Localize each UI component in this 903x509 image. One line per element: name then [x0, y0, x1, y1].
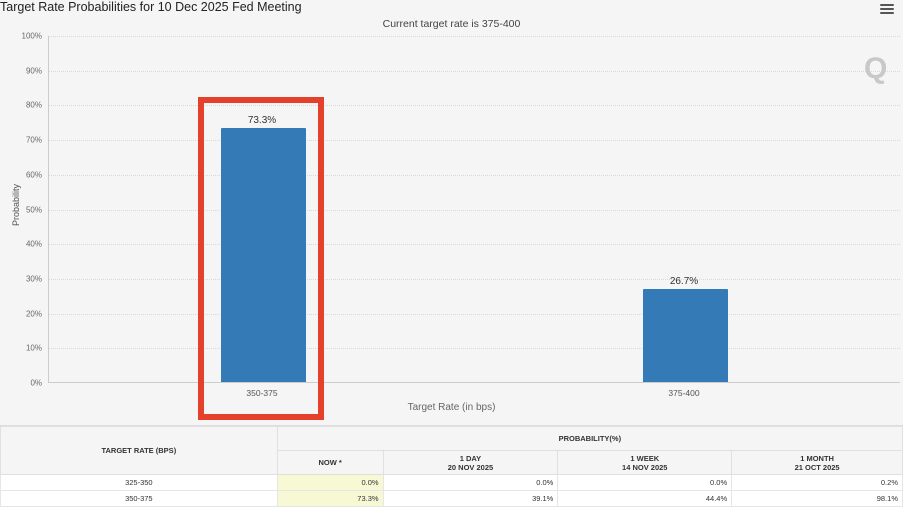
gridline	[49, 209, 900, 211]
y-tick-label: 80%	[25, 100, 42, 110]
probability-column-header: PROBABILITY(%)	[276, 426, 903, 451]
bar-value-label: 26.7%	[669, 276, 699, 288]
table-row: 325-350 0.0% 0.0% 0.0% 0.2%	[0, 474, 903, 491]
gridline	[49, 348, 900, 350]
period-label: NOW *	[318, 458, 342, 467]
rate-cell: 350-375	[0, 490, 278, 507]
gridline	[49, 313, 900, 315]
y-tick-label: 60%	[25, 170, 42, 180]
probability-cell: 0.0%	[557, 474, 733, 491]
x-tick-label: 375-400	[668, 388, 700, 398]
rate-cell: 325-350	[0, 474, 278, 491]
chart-title: Target Rate Probabilities for 10 Dec 202…	[0, 0, 302, 14]
bar-value-label: 73.3%	[247, 114, 277, 126]
gridline	[49, 70, 900, 72]
period-label: 1 DAY	[459, 453, 482, 463]
y-tick-label: 100%	[21, 31, 42, 41]
y-tick-label: 30%	[25, 274, 42, 284]
y-tick-label: 10%	[25, 343, 42, 353]
y-tick-label: 70%	[25, 135, 42, 145]
highlight-box	[198, 97, 324, 420]
probability-cell: 0.0%	[276, 474, 384, 491]
y-tick-label: 20%	[25, 309, 42, 319]
probability-cell: 0.0%	[382, 474, 559, 491]
probability-cell: 39.1%	[382, 490, 559, 507]
gridline	[49, 278, 900, 280]
period-label: 1 WEEK	[630, 453, 660, 463]
period-column-header: 1 WEEK 14 NOV 2025	[557, 450, 733, 475]
bar-350-375[interactable]	[220, 127, 306, 382]
gridline	[49, 140, 900, 142]
y-tick-label: 90%	[25, 66, 42, 76]
period-column-header: 1 DAY 20 NOV 2025	[382, 450, 559, 475]
gridline	[49, 174, 900, 176]
bar-375-400[interactable]	[642, 289, 728, 382]
chart-subtitle: Current target rate is 375-400	[382, 18, 521, 30]
gridline	[49, 36, 900, 37]
table-row: 350-375 73.3% 39.1% 44.4% 98.1%	[0, 490, 903, 507]
y-tick-label: 50%	[25, 205, 42, 214]
probability-cell: 0.2%	[731, 474, 903, 491]
gridline	[49, 105, 900, 107]
probability-table: TARGET RATE (BPS) PROBABILITY(%) NOW * 1 …	[0, 425, 903, 509]
hamburger-menu-icon[interactable]	[880, 4, 894, 16]
x-tick-label: 350-375	[246, 388, 278, 398]
period-date: 21 OCT 2025	[794, 462, 840, 472]
y-axis-label: Probability	[11, 183, 21, 227]
y-tick-label: 0%	[30, 378, 42, 388]
probability-cell: 73.3%	[276, 490, 384, 507]
rate-column-header: TARGET RATE (BPS)	[0, 426, 278, 475]
x-axis-label: Target Rate (in bps)	[407, 402, 496, 413]
plot-area	[48, 36, 900, 383]
period-column-header: 1 MONTH 21 OCT 2025	[731, 450, 903, 475]
gridline	[49, 244, 900, 246]
period-date: 14 NOV 2025	[622, 462, 668, 472]
period-label: 1 MONTH	[800, 453, 834, 463]
period-column-header: NOW *	[276, 450, 384, 475]
probability-cell: 44.4%	[557, 490, 733, 507]
probability-cell: 98.1%	[731, 490, 903, 507]
y-tick-label: 40%	[25, 239, 42, 249]
period-date: 20 NOV 2025	[447, 462, 494, 472]
watermark-logo: Q	[864, 52, 888, 85]
